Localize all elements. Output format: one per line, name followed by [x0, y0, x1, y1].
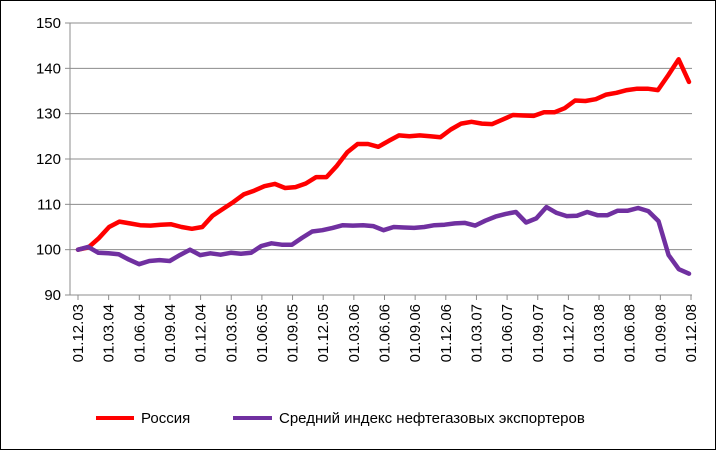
series-lines [75, 57, 692, 276]
legend-label-russia: Россия [141, 410, 190, 427]
y-tick-label: 110 [37, 196, 61, 213]
x-tick-label: 01.06.06 [377, 304, 394, 362]
legend: Россия Средний индекс нефтегазовых экспо… [96, 410, 585, 427]
x-tick-label: 01.09.07 [530, 304, 547, 362]
series-line-oil-gas-exporters [75, 204, 692, 276]
legend-label-oil-gas-exporters: Средний индекс нефтегазовых экспортеров [279, 410, 585, 427]
x-tick-label: 01.12.08 [683, 304, 700, 362]
y-tick-label: 120 [36, 151, 61, 168]
y-tick-label: 150 [36, 15, 61, 32]
x-tick-label: 01.06.05 [254, 304, 271, 362]
x-tick-label: 01.06.07 [499, 304, 516, 362]
x-tick-label: 01.03.08 [591, 304, 608, 362]
x-tick-label: 01.12.03 [70, 304, 87, 362]
y-tick-label: 100 [36, 242, 61, 259]
x-tick-label: 01.09.05 [285, 304, 302, 362]
x-tick-label: 01.03.05 [223, 304, 240, 362]
x-tick-label: 01.03.07 [468, 304, 485, 362]
x-tick-label: 01.12.06 [438, 304, 455, 362]
y-tick-label: 90 [44, 287, 61, 304]
x-tick-label: 01.03.04 [101, 304, 118, 362]
x-tick-label: 01.06.08 [622, 304, 639, 362]
y-tick-label: 140 [36, 60, 61, 77]
x-tick-label: 01.03.06 [346, 304, 363, 362]
x-tick-label: 01.06.04 [131, 304, 148, 362]
x-tick-label: 01.09.04 [162, 304, 179, 362]
x-tick-label: 01.09.08 [652, 304, 669, 362]
x-tick-label: 01.12.04 [193, 304, 210, 362]
gridlines [70, 22, 692, 251]
x-tick-label: 01.09.06 [407, 304, 424, 362]
series-line-russia [75, 57, 692, 252]
x-tick-label: 01.12.05 [315, 304, 332, 362]
x-axis-ticks: 01.12.03 01.03.04 01.06.04 01.09.04 01.12.04… [70, 295, 700, 362]
y-tick-label: 130 [36, 106, 61, 123]
x-tick-label: 01.12.07 [560, 304, 577, 362]
y-axis-ticks: 90 100 110 120 130 140 150 [36, 15, 70, 304]
